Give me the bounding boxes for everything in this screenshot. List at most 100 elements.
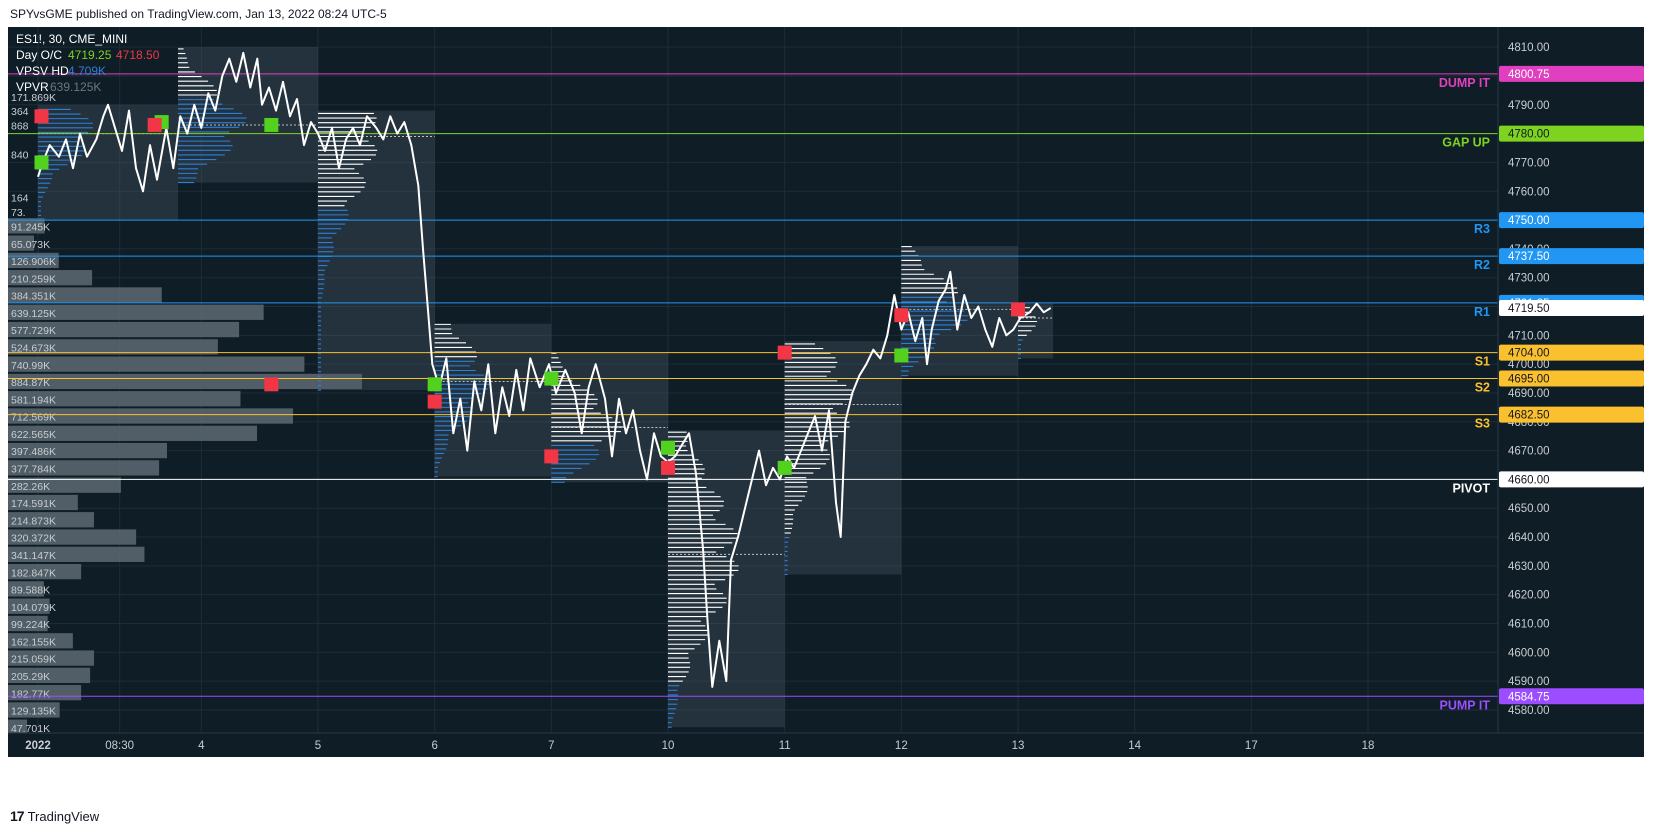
session-profile-box xyxy=(178,47,318,183)
vpvr-value-label: 205.29K xyxy=(11,671,50,683)
sell-marker xyxy=(894,308,909,323)
sell-marker xyxy=(544,449,559,464)
level-price-badge xyxy=(1499,406,1644,423)
vpvr-value-label: 73. xyxy=(11,207,26,219)
level-price-badge-text: 4660.00 xyxy=(1508,474,1550,486)
level-price-badge xyxy=(1499,65,1644,82)
vpvr-bar xyxy=(8,339,218,355)
price-tick-label: 4770.00 xyxy=(1508,157,1550,169)
sell-marker xyxy=(1011,302,1025,317)
vpvr-value-label: 840 xyxy=(11,149,29,161)
vpvr-bar xyxy=(8,356,305,372)
tradingview-brand: TradingView xyxy=(27,808,100,824)
vpvr-value-label: 182.77K xyxy=(11,688,50,700)
session-profiles xyxy=(38,47,1053,728)
vpvr-bar xyxy=(8,512,94,528)
tradingview-footer[interactable]: 17 TradingView xyxy=(10,808,99,824)
time-tick-label: 08:30 xyxy=(105,740,134,752)
sell-marker xyxy=(777,345,792,360)
vpvr-value-label: 524.673K xyxy=(11,343,56,355)
time-axis-bg xyxy=(8,733,1644,757)
vpvr-value-label: 622.565K xyxy=(11,429,56,441)
vpvr-bar xyxy=(8,598,50,614)
vpvr-value-label: 740.99K xyxy=(11,360,50,372)
session-profile-box xyxy=(668,430,785,728)
level-name: GAP UP xyxy=(1442,136,1490,150)
level-name: DUMP IT xyxy=(1439,76,1491,90)
published-caption: SPYvsGME published on TradingView.com, J… xyxy=(10,7,387,21)
time-tick-label: 12 xyxy=(895,740,908,752)
time-tick-label: 10 xyxy=(662,740,675,752)
price-tick-label: 4630.00 xyxy=(1508,561,1550,573)
vpvr-value-label: 377.784K xyxy=(11,464,56,476)
vpvr-bar xyxy=(8,373,362,390)
vpvr-value-label: 104.079K xyxy=(11,602,56,614)
vpvr-bar xyxy=(8,391,241,407)
vpvr-bar xyxy=(8,235,35,251)
price-axis-bg xyxy=(1498,27,1644,757)
price-chart[interactable]: 171.869K36486884016473.91.245K65.073K126… xyxy=(8,27,1644,757)
vpvr-value-label: 89.588K xyxy=(11,585,50,597)
price-tick-label: 4610.00 xyxy=(1508,618,1550,630)
level-price-badge xyxy=(1499,248,1644,265)
vpvr-bar xyxy=(8,494,78,511)
time-tick-label: 4 xyxy=(198,740,205,752)
legend-vpsv-value: 4.709K xyxy=(68,64,106,78)
vpvr-bar xyxy=(8,529,137,545)
time-tick-label: 11 xyxy=(779,740,791,752)
vpvr-bar xyxy=(8,615,48,632)
time-tick-label: 13 xyxy=(1012,740,1025,752)
time-tick-label: 6 xyxy=(431,740,437,752)
vpvr-value-label: 129.135K xyxy=(11,706,56,718)
level-price-badge-text: 4737.50 xyxy=(1508,251,1550,263)
vpvr-value-label: 174.591K xyxy=(11,498,56,510)
vpvr-value-label: 884.87K xyxy=(11,377,50,389)
vpvr-bar xyxy=(8,702,60,718)
chart-frame[interactable]: 171.869K 364 868 840 164 73. 91.245K 65.073K 126… xyxy=(8,27,1644,757)
vpvr-value-label: 581.194K xyxy=(11,394,56,406)
level-price-badge xyxy=(1499,471,1644,488)
legend-vpsv-label: VPSV HD xyxy=(16,64,69,78)
level-name: PUMP IT xyxy=(1440,698,1491,712)
vpvr-value-label: 214.873K xyxy=(11,515,56,527)
tradingview-logo-icon: 17 xyxy=(10,808,25,824)
time-tick-label: 2022 xyxy=(25,740,51,752)
vpvr-value-label: 341.147K xyxy=(11,550,56,562)
vpvr-bar xyxy=(8,408,294,424)
vpvr-bar xyxy=(8,425,258,441)
price-tick-label: 4810.00 xyxy=(1508,42,1550,54)
vpvr-value-label: 364 xyxy=(11,106,29,118)
last-price-badge xyxy=(1499,299,1644,316)
sell-marker xyxy=(264,377,279,392)
legend-vpvr-value: 639.125K xyxy=(50,80,101,94)
legend-dayoc-close: 4718.50 xyxy=(116,48,160,62)
vpvr-bar xyxy=(8,321,240,338)
buy-marker xyxy=(427,377,442,392)
vpvr-bar xyxy=(8,667,91,684)
price-tick-label: 4600.00 xyxy=(1508,647,1550,659)
vpvr-value-label: 639.125K xyxy=(11,308,56,320)
vpvr-value-label: 215.059K xyxy=(11,654,56,666)
vpvr-bar xyxy=(8,270,93,286)
vpvr-bar xyxy=(8,477,121,493)
level-name: S1 xyxy=(1475,355,1490,369)
level-price-badge xyxy=(1499,212,1644,229)
level-name: R2 xyxy=(1474,258,1490,272)
level-lines: DUMP IT GAP UP R3 R2 R1 S1 S2 S3 PIVOT PUMP IT xyxy=(8,73,1498,712)
buy-marker xyxy=(661,440,675,455)
price-tick-label: 4790.00 xyxy=(1508,100,1550,112)
sell-marker xyxy=(661,460,675,475)
vpvr-bar xyxy=(8,218,45,234)
buy-marker xyxy=(264,117,279,132)
legend-dayoc-open: 4719.25 xyxy=(68,48,112,62)
level-price-badge xyxy=(1499,688,1644,705)
vpvr-value-label: 577.729K xyxy=(11,325,56,337)
level-price-badge-text: 4800.75 xyxy=(1508,69,1550,81)
vpvr-bar xyxy=(8,287,162,303)
vpvr-bar xyxy=(8,581,44,597)
vpvr-value-label: 65.073K xyxy=(11,239,50,251)
time-tick-label: 14 xyxy=(1128,740,1141,752)
price-tick-label: 4590.00 xyxy=(1508,676,1550,688)
level-price-badge-text: 4682.50 xyxy=(1508,410,1550,422)
price-tick-label: 4620.00 xyxy=(1508,590,1550,602)
